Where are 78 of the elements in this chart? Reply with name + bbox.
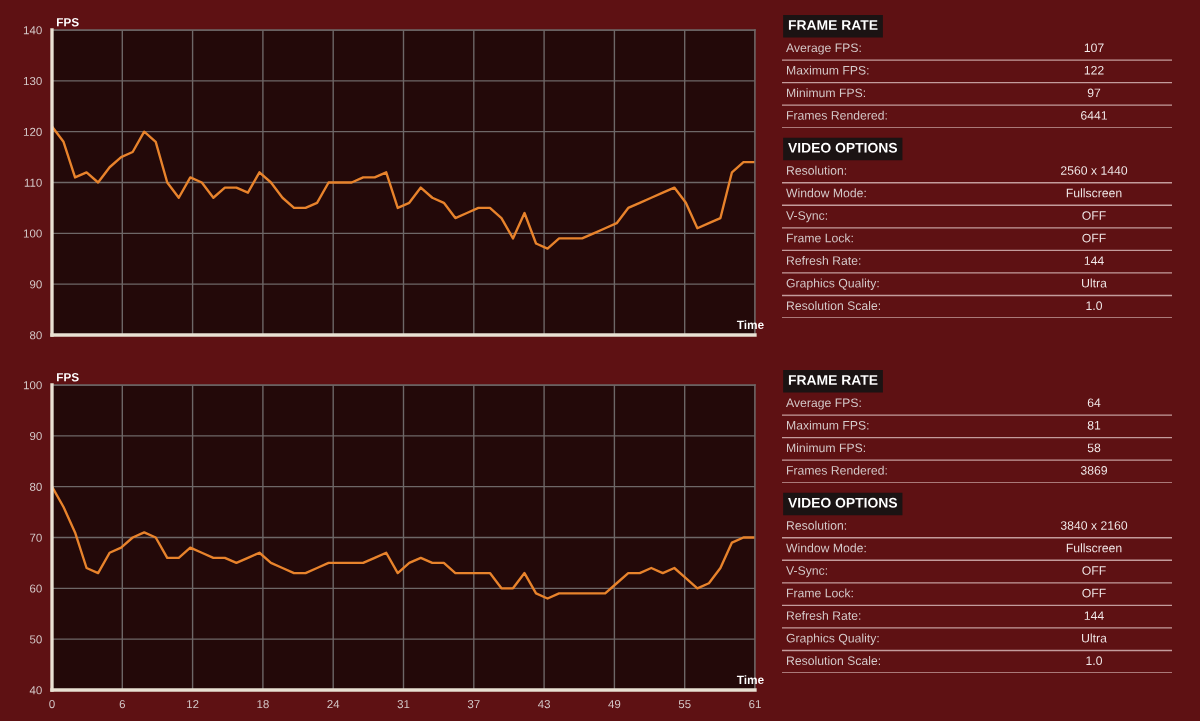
text: 107	[1084, 43, 1104, 53]
text: Maximum FPS:	[787, 65, 869, 75]
y-tick-label: 130	[23, 76, 42, 86]
x-tick-label: 18	[257, 700, 269, 709]
y-tick-label: 80	[29, 482, 42, 491]
text: Refresh Rate:	[787, 610, 861, 620]
text: Graphics Quality:	[786, 278, 879, 290]
x-tick-label: 49	[608, 700, 621, 709]
text: Minimum FPS:	[787, 443, 866, 453]
text: Frame Lock:	[787, 588, 853, 598]
text: Ultra	[1082, 633, 1107, 643]
text: 122	[1084, 65, 1104, 75]
text: 1.0	[1086, 656, 1103, 666]
text: Average FPS:	[786, 398, 861, 410]
text: OFF	[1082, 588, 1106, 598]
y-tick-label: 100	[23, 229, 42, 238]
y-tick-label: 50	[29, 635, 42, 644]
text: VIDEO OPTIONS	[788, 142, 898, 153]
x-tick-label: 24	[327, 700, 340, 709]
text: 144	[1084, 611, 1104, 620]
text: VIDEO OPTIONS	[788, 497, 898, 508]
text: OFF	[1082, 566, 1106, 575]
text: 97	[1087, 88, 1101, 98]
x-tick-label: 61	[749, 700, 761, 709]
text: Frames Rendered:	[787, 110, 887, 120]
text: Refresh Rate:	[787, 255, 861, 265]
text: Frame Lock:	[787, 233, 853, 243]
y-tick-label: 90	[30, 431, 42, 441]
y-axis-title: FPS	[57, 373, 79, 382]
text: Frames Rendered:	[787, 465, 887, 475]
text: V-Sync:	[786, 566, 827, 578]
text: Average FPS:	[786, 43, 861, 55]
x-axis-title: Time	[736, 320, 764, 330]
text: Resolution Scale:	[787, 656, 880, 666]
x-axis-title: Time	[736, 675, 764, 685]
text: Ultra	[1082, 278, 1107, 288]
x-tick-label: 12	[187, 700, 199, 709]
text: FRAME RATE	[788, 375, 878, 385]
text: V-Sync:	[786, 211, 827, 223]
text: Fullscreen	[1066, 543, 1122, 553]
y-tick-label: 80	[29, 331, 42, 340]
text: Resolution Scale:	[787, 301, 880, 311]
text: Window Mode:	[786, 543, 866, 553]
text: 64	[1087, 398, 1101, 408]
text: 6441	[1081, 111, 1107, 120]
line-series	[52, 125, 755, 250]
y-tick-label: 60	[30, 584, 42, 593]
y-tick-label: 110	[24, 178, 42, 187]
x-tick-label: 43	[537, 700, 551, 709]
y-tick-label: 70	[30, 533, 42, 542]
text: 1.0	[1086, 301, 1103, 311]
text: 3840 x 2160	[1060, 521, 1128, 530]
text: FRAME RATE	[788, 20, 878, 30]
x-tick-label: 0	[49, 700, 55, 709]
text: Resolution:	[787, 520, 847, 530]
text: OFF	[1082, 211, 1106, 220]
text: 3869	[1080, 466, 1108, 475]
text: Fullscreen	[1066, 188, 1122, 198]
text: 58	[1087, 443, 1101, 453]
text: OFF	[1082, 233, 1106, 243]
text: 144	[1084, 256, 1104, 265]
text: Window Mode:	[786, 188, 866, 198]
text: 81	[1087, 420, 1101, 430]
x-tick-label: 37	[467, 700, 480, 709]
x-tick-label: 31	[397, 700, 410, 709]
text: Minimum FPS:	[787, 88, 866, 98]
text: 2560 x 1440	[1060, 166, 1128, 175]
x-tick-label: 6	[119, 700, 125, 709]
text: Resolution:	[787, 165, 847, 175]
y-tick-label: 90	[30, 280, 42, 289]
y-tick-label: 140	[23, 26, 42, 35]
y-tick-label: 100	[23, 381, 42, 390]
text: Maximum FPS:	[787, 420, 869, 430]
y-tick-label: 40	[29, 686, 42, 695]
y-axis-title: FPS	[57, 18, 79, 27]
x-tick-label: 55	[678, 700, 691, 709]
y-tick-label: 120	[23, 127, 42, 136]
text: Graphics Quality:	[786, 633, 879, 645]
